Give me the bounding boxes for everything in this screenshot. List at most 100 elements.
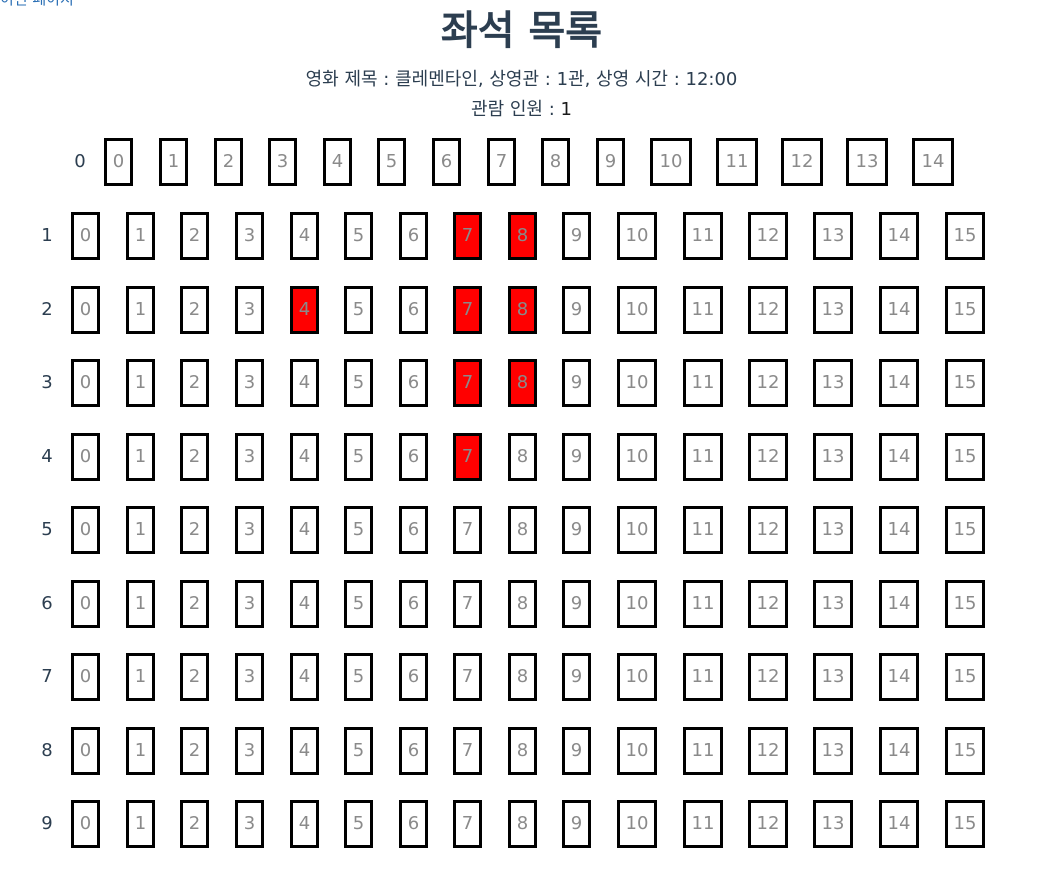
seat-button[interactable]: 7 [453, 726, 482, 775]
seat-button[interactable]: 11 [716, 138, 758, 186]
seat-button[interactable]: 12 [781, 138, 823, 186]
seat-button[interactable]: 8 [508, 432, 537, 481]
seat-button[interactable]: 13 [813, 432, 853, 481]
seat-button[interactable]: 9 [562, 506, 591, 554]
seat-button[interactable]: 14 [879, 506, 919, 554]
seat-button[interactable]: 5 [377, 138, 406, 186]
seat-button[interactable]: 6 [399, 432, 428, 481]
seat-button[interactable]: 14 [879, 579, 919, 628]
seat-button[interactable]: 14 [879, 432, 919, 481]
seat-button[interactable]: 11 [683, 726, 723, 775]
seat-button[interactable]: 5 [344, 506, 373, 554]
seat-button[interactable]: 12 [748, 359, 788, 407]
seat-button[interactable]: 1 [126, 432, 155, 481]
seat-button[interactable]: 1 [126, 726, 155, 775]
seat-button[interactable]: 5 [344, 212, 373, 260]
seat-button[interactable]: 10 [617, 653, 657, 701]
seat-button[interactable]: 2 [180, 653, 209, 701]
seat-button[interactable]: 3 [235, 212, 264, 260]
seat-button[interactable]: 7 [487, 138, 516, 186]
seat-button[interactable]: 13 [813, 800, 853, 848]
seat-button[interactable]: 0 [71, 726, 100, 775]
seat-button[interactable]: 2 [180, 579, 209, 628]
seat-button[interactable]: 11 [683, 432, 723, 481]
seat-button[interactable]: 11 [683, 579, 723, 628]
seat-button[interactable]: 10 [617, 579, 657, 628]
seat-taken-button[interactable]: 8 [508, 285, 537, 334]
seat-button[interactable]: 2 [180, 726, 209, 775]
seat-button[interactable]: 5 [344, 653, 373, 701]
seat-button[interactable]: 0 [71, 579, 100, 628]
seat-button[interactable]: 0 [71, 432, 100, 481]
seat-button[interactable]: 5 [344, 726, 373, 775]
seat-button[interactable]: 7 [453, 506, 482, 554]
seat-button[interactable]: 8 [541, 138, 570, 186]
seat-button[interactable]: 1 [126, 506, 155, 554]
seat-button[interactable]: 7 [453, 579, 482, 628]
seat-button[interactable]: 3 [268, 138, 297, 186]
seat-button[interactable]: 4 [290, 653, 319, 701]
seat-button[interactable]: 14 [879, 726, 919, 775]
seat-button[interactable]: 15 [945, 212, 985, 260]
seat-button[interactable]: 6 [399, 212, 428, 260]
seat-button[interactable]: 1 [126, 800, 155, 848]
seat-button[interactable]: 14 [879, 359, 919, 407]
seat-button[interactable]: 1 [126, 653, 155, 701]
seat-button[interactable]: 3 [235, 800, 264, 848]
seat-button[interactable]: 1 [159, 138, 188, 186]
seat-button[interactable]: 1 [126, 359, 155, 407]
seat-taken-button[interactable]: 7 [453, 285, 482, 334]
seat-button[interactable]: 5 [344, 579, 373, 628]
seat-button[interactable]: 12 [748, 653, 788, 701]
seat-button[interactable]: 2 [180, 212, 209, 260]
seat-button[interactable]: 9 [562, 432, 591, 481]
seat-button[interactable]: 0 [71, 359, 100, 407]
seat-button[interactable]: 15 [945, 506, 985, 554]
seat-button[interactable]: 4 [290, 800, 319, 848]
seat-button[interactable]: 6 [399, 653, 428, 701]
seat-button[interactable]: 3 [235, 726, 264, 775]
seat-button[interactable]: 15 [945, 800, 985, 848]
seat-button[interactable]: 4 [290, 579, 319, 628]
seat-button[interactable]: 2 [214, 138, 243, 186]
seat-button[interactable]: 15 [945, 653, 985, 701]
seat-button[interactable]: 0 [71, 653, 100, 701]
seat-button[interactable]: 2 [180, 359, 209, 407]
seat-button[interactable]: 13 [813, 506, 853, 554]
seat-button[interactable]: 6 [399, 800, 428, 848]
seat-button[interactable]: 3 [235, 653, 264, 701]
seat-taken-button[interactable]: 4 [290, 285, 319, 334]
seat-button[interactable]: 2 [180, 800, 209, 848]
seat-button[interactable]: 15 [945, 359, 985, 407]
seat-button[interactable]: 15 [945, 579, 985, 628]
seat-button[interactable]: 13 [813, 212, 853, 260]
seat-button[interactable]: 4 [290, 506, 319, 554]
seat-taken-button[interactable]: 7 [453, 432, 482, 481]
seat-button[interactable]: 2 [180, 285, 209, 334]
seat-button[interactable]: 3 [235, 432, 264, 481]
seat-button[interactable]: 3 [235, 579, 264, 628]
seat-button[interactable]: 8 [508, 800, 537, 848]
seat-button[interactable]: 6 [399, 359, 428, 407]
seat-button[interactable]: 1 [126, 579, 155, 628]
seat-button[interactable]: 5 [344, 359, 373, 407]
seat-button[interactable]: 4 [290, 432, 319, 481]
seat-button[interactable]: 4 [323, 138, 352, 186]
seat-button[interactable]: 7 [453, 653, 482, 701]
seat-button[interactable]: 10 [617, 432, 657, 481]
seat-button[interactable]: 12 [748, 432, 788, 481]
seat-button[interactable]: 5 [344, 285, 373, 334]
seat-button[interactable]: 6 [399, 506, 428, 554]
seat-taken-button[interactable]: 8 [508, 212, 537, 260]
seat-button[interactable]: 14 [879, 285, 919, 334]
seat-button[interactable]: 11 [683, 800, 723, 848]
seat-button[interactable]: 9 [596, 138, 625, 186]
seat-button[interactable]: 10 [617, 800, 657, 848]
seat-button[interactable]: 10 [617, 285, 657, 334]
seat-button[interactable]: 14 [879, 800, 919, 848]
seat-button[interactable]: 14 [912, 138, 954, 186]
seat-button[interactable]: 4 [290, 726, 319, 775]
seat-button[interactable]: 12 [748, 212, 788, 260]
seat-button[interactable]: 0 [71, 506, 100, 554]
seat-button[interactable]: 15 [945, 726, 985, 775]
